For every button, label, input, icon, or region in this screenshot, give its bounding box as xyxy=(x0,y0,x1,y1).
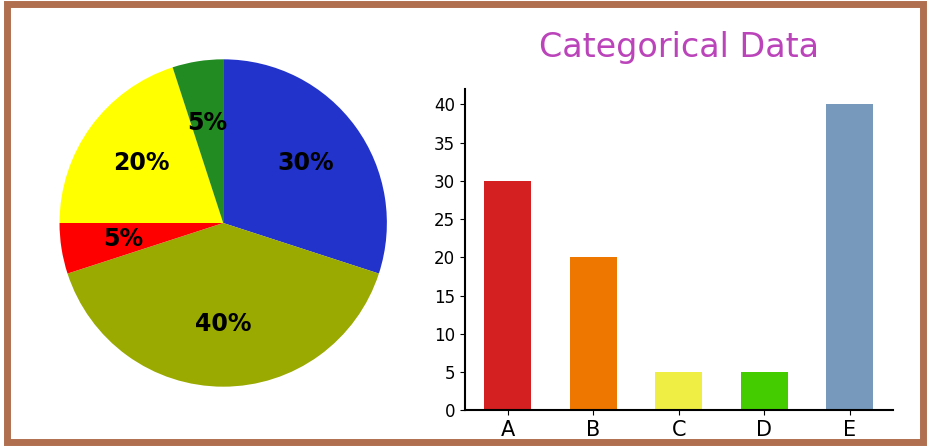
Text: 5%: 5% xyxy=(103,227,143,251)
Text: 20%: 20% xyxy=(113,151,169,175)
Wedge shape xyxy=(223,59,387,273)
Wedge shape xyxy=(68,223,379,387)
Wedge shape xyxy=(173,59,223,223)
Bar xyxy=(656,372,702,410)
Text: 5%: 5% xyxy=(187,111,228,135)
Bar xyxy=(570,257,617,410)
Bar xyxy=(741,372,788,410)
Wedge shape xyxy=(60,67,223,223)
Bar xyxy=(485,181,531,410)
Bar xyxy=(827,104,873,410)
Text: Categorical Data: Categorical Data xyxy=(538,31,819,64)
Wedge shape xyxy=(60,223,223,273)
Text: 40%: 40% xyxy=(195,313,251,336)
Text: 30%: 30% xyxy=(277,151,334,175)
